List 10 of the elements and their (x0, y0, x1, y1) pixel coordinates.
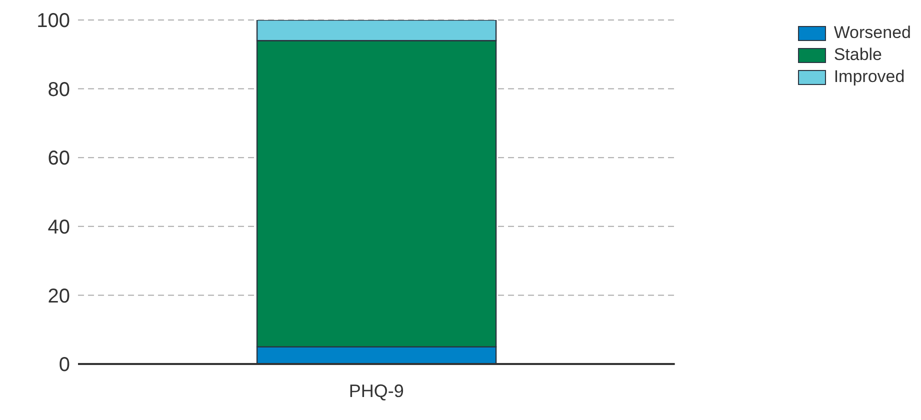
y-tick-label: 20 (48, 285, 70, 308)
y-tick-label: 40 (48, 216, 70, 238)
y-tick-label: 100 (36, 10, 70, 32)
legend-label: Stable (834, 45, 882, 65)
x-tick-label: PHQ-9 (348, 380, 404, 401)
legend-label: Improved (834, 67, 905, 87)
legend-label: Worsened (834, 23, 911, 43)
y-tick-label: 80 (48, 78, 70, 101)
y-tick-label: 0 (58, 354, 70, 376)
y-tick-label: 60 (48, 148, 70, 170)
